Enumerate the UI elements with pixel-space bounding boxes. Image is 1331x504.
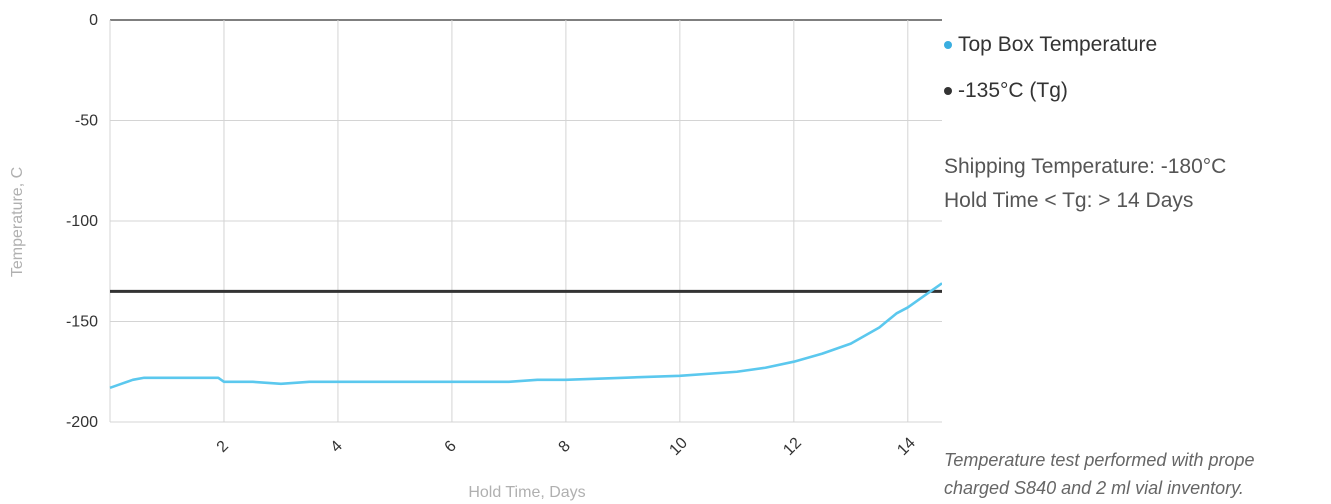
legend-item-top-box[interactable]: Top Box Temperature bbox=[944, 30, 1157, 60]
legend-dot-blue-icon bbox=[944, 41, 952, 49]
legend-dot-black-icon bbox=[944, 87, 952, 95]
series-line-top-box-temperature bbox=[109, 282, 942, 390]
y-tick-label: -200 bbox=[66, 414, 98, 431]
x-tick-label: 4 bbox=[328, 438, 346, 456]
x-axis-title: Hold Time, Days bbox=[468, 484, 585, 501]
x-tick-label: 10 bbox=[666, 434, 691, 459]
x-tick-label: 6 bbox=[442, 438, 460, 456]
y-tick-labels: 0 -50 -100 -150 -200 bbox=[66, 12, 98, 431]
line-chart: 0 -50 -100 -150 -200 2 4 6 8 10 12 14 Hold Time, D… bbox=[9, 12, 942, 501]
x-tick-label: 8 bbox=[556, 438, 574, 456]
legend-label: -135°C (Tg) bbox=[958, 79, 1068, 102]
x-tick-label: 2 bbox=[214, 438, 232, 456]
y-tick-label: -100 bbox=[66, 213, 98, 230]
y-tick-label: 0 bbox=[89, 12, 98, 29]
info-block: Shipping Temperature: -180°C Hold Time <… bbox=[944, 150, 1226, 218]
y-axis-title: Temperature, C bbox=[9, 167, 26, 277]
footnote-line-1: Temperature test performed with prope bbox=[944, 450, 1255, 470]
shipping-temperature: Shipping Temperature: -180°C bbox=[944, 155, 1227, 178]
series-lines bbox=[109, 282, 942, 390]
legend-item-tg[interactable]: -135°C (Tg) bbox=[944, 76, 1157, 106]
legend: Top Box Temperature -135°C (Tg) bbox=[944, 30, 1157, 122]
hold-time: Hold Time < Tg: > 14 Days bbox=[944, 189, 1194, 212]
x-tick-labels: 2 4 6 8 10 12 14 bbox=[214, 434, 919, 459]
x-tick-label: 12 bbox=[780, 434, 805, 459]
footnote: Temperature test performed with prope ch… bbox=[944, 446, 1331, 502]
grid bbox=[109, 19, 942, 423]
x-tick-label: 14 bbox=[894, 434, 919, 459]
y-tick-label: -50 bbox=[75, 113, 98, 130]
footnote-line-2: charged S840 and 2 ml vial inventory. bbox=[944, 478, 1244, 498]
legend-label: Top Box Temperature bbox=[958, 33, 1158, 56]
y-tick-label: -150 bbox=[66, 314, 98, 331]
